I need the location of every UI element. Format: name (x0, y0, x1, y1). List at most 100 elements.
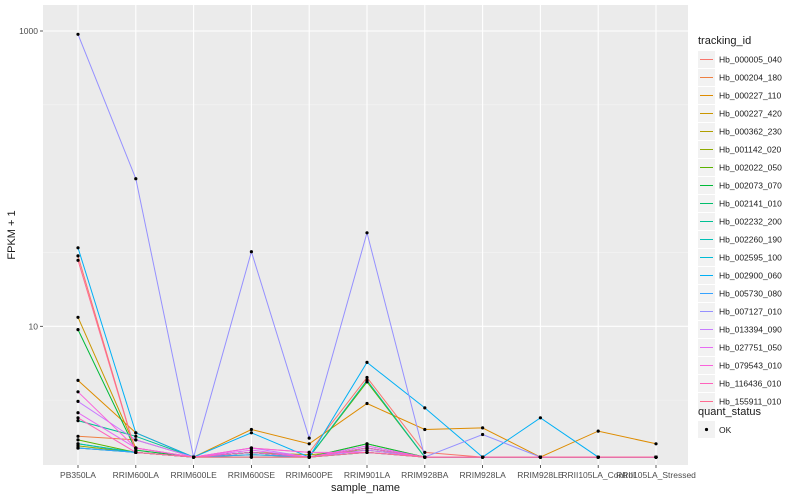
legend-label: Hb_079543_010 (719, 361, 782, 371)
data-point (76, 246, 80, 250)
data-point (307, 450, 311, 454)
y-axis-title: FPKM + 1 (6, 210, 18, 259)
data-point (365, 360, 369, 364)
data-point (134, 434, 138, 438)
data-point (654, 455, 658, 459)
data-point (654, 442, 658, 446)
legend-title: tracking_id (698, 35, 751, 47)
data-point (134, 431, 138, 435)
legend-label: Hb_002260_190 (719, 235, 782, 245)
data-point (423, 455, 427, 459)
legend-label: Hb_002595_100 (719, 253, 782, 263)
data-point (249, 455, 253, 459)
legend-label: Hb_116436_010 (719, 379, 782, 389)
axes: 10 1000 PB350LA RRIM600LA RRIM600LE RRIM600SE… (19, 26, 696, 480)
grid-lines (43, 5, 688, 465)
data-point (249, 446, 253, 450)
point-legend-title: quant_status (698, 406, 761, 418)
data-point (307, 455, 311, 459)
data-point (76, 390, 80, 394)
data-point (596, 455, 600, 459)
y-tick-label: 1000 (19, 26, 38, 36)
data-point (134, 450, 138, 454)
data-point (76, 446, 80, 450)
legend-label: Hb_001142_020 (719, 145, 782, 155)
x-tick-label: RRIM928BA (401, 470, 449, 480)
data-point (134, 438, 138, 442)
data-point (249, 250, 253, 254)
data-point (76, 399, 80, 403)
data-point (481, 432, 485, 437)
legend-label: Hb_000204_180 (719, 73, 782, 83)
legend-label: Hb_000362_230 (719, 127, 782, 137)
data-point (481, 426, 485, 430)
data-points (76, 32, 658, 459)
data-point (365, 446, 369, 450)
data-point (307, 436, 311, 440)
data-point (481, 455, 485, 459)
data-point (249, 453, 253, 457)
data-point (76, 442, 80, 446)
data-point (134, 446, 138, 450)
legend-label: Hb_000227_110 (719, 91, 782, 101)
data-point (76, 254, 80, 258)
legend-label: Hb_002073_070 (719, 181, 782, 191)
legend-label: Hb_005730_080 (719, 289, 782, 299)
data-point (76, 434, 80, 438)
x-axis-title: sample_name (331, 482, 400, 494)
legend-label: Hb_013394_090 (719, 325, 782, 335)
data-point (76, 438, 80, 442)
legend-label: Hb_007127_010 (719, 307, 782, 317)
data-point (76, 258, 80, 262)
data-point (76, 419, 80, 423)
data-point (76, 328, 80, 332)
data-point (365, 450, 369, 454)
x-tick-label: RRII105LA_Stressed (616, 470, 696, 480)
x-tick-label: RRIM928LA (459, 470, 506, 480)
data-point (365, 378, 369, 382)
data-point (249, 427, 253, 432)
data-point (249, 450, 253, 454)
data-point (538, 416, 543, 420)
data-point (76, 32, 80, 36)
legend-label: Hb_002141_010 (719, 199, 782, 209)
legend-label: Hb_000005_040 (719, 55, 782, 65)
legend-label: Hb_155911_010 (719, 397, 782, 407)
data-point (307, 442, 311, 446)
y-tick-label: 10 (29, 321, 39, 331)
data-point (76, 315, 80, 319)
legend-label: Hb_002232_200 (719, 217, 782, 227)
x-tick-label: RRIM901LA (344, 470, 391, 480)
legend-label: Hb_002900_060 (719, 271, 782, 281)
data-point (134, 177, 138, 181)
data-point (192, 455, 196, 459)
data-point (423, 406, 427, 410)
x-tick-label: PB350LA (60, 470, 96, 480)
data-point (307, 453, 311, 457)
legend: tracking_id Hb_000005_040 Hb_000204_180 Hb… (698, 35, 782, 438)
x-tick-label: RRIM600LA (113, 470, 160, 480)
data-point (76, 411, 80, 415)
data-point (76, 416, 80, 420)
plot-panel (43, 5, 688, 465)
point-legend-key (704, 427, 709, 432)
legend-label: Hb_002022_050 (719, 163, 782, 173)
data-point (365, 375, 369, 380)
x-tick-label: RRIM928LE (517, 470, 564, 480)
data-point (249, 431, 253, 435)
x-tick-label: RRIM600LE (170, 470, 217, 480)
data-point (365, 401, 369, 406)
legend-label: Hb_000227_420 (719, 109, 782, 119)
data-point (596, 429, 600, 433)
data-point (423, 427, 427, 432)
data-point (538, 455, 543, 459)
x-tick-label: RRIM600SE (228, 470, 276, 480)
x-tick-label: RRII105LA_Control (561, 470, 635, 480)
legend-label: Hb_027751_050 (719, 343, 782, 353)
point-legend-label: OK (719, 425, 732, 435)
data-point (423, 450, 427, 454)
data-point (76, 378, 80, 382)
data-point (365, 231, 369, 235)
x-tick-label: RRIM600PE (286, 470, 334, 480)
